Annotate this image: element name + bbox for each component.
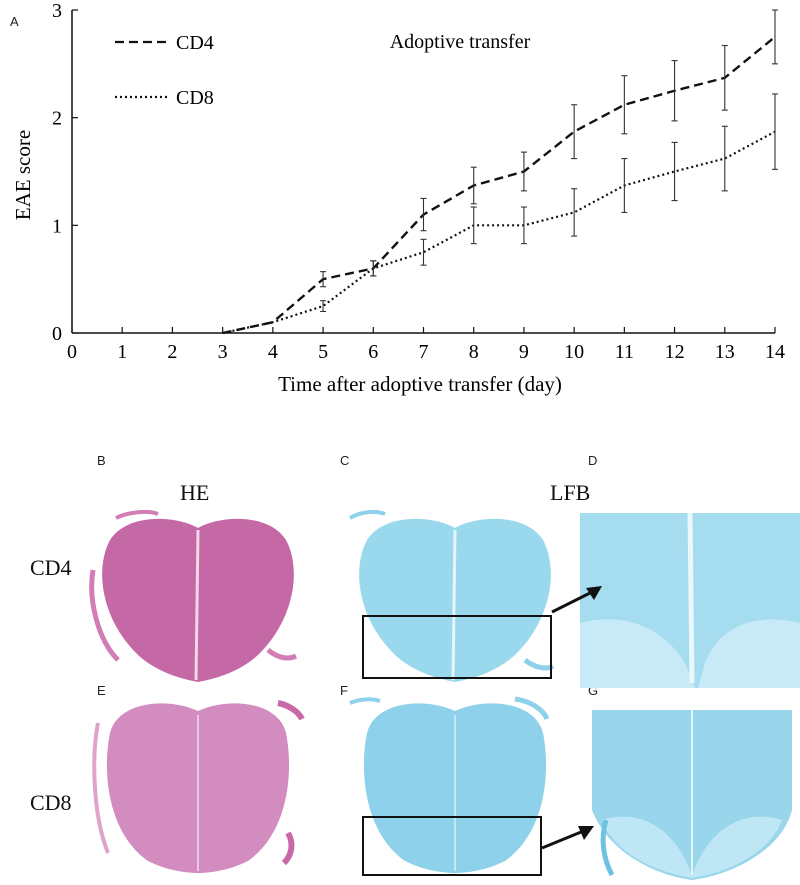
panel-label-f: F <box>340 683 348 698</box>
y-axis-label: EAE score <box>11 130 35 220</box>
series-cd4-line <box>222 35 776 335</box>
y-tick-label: 1 <box>52 215 62 237</box>
x-tick-label: 10 <box>564 341 584 363</box>
lfb-cd4-spinal-cord-section <box>348 510 555 682</box>
x-tick-label: 11 <box>615 341 634 363</box>
y-tick-label: 0 <box>52 323 62 345</box>
zoom-region-box <box>362 816 542 876</box>
x-tick-label: 2 <box>167 341 177 363</box>
x-tick-label: 4 <box>268 341 278 363</box>
x-tick-label: 1 <box>117 341 127 363</box>
lfb-cd4-magnified <box>580 513 800 688</box>
panel-label-c: C <box>340 453 350 468</box>
chart-legend: CD4 CD8 <box>115 32 214 109</box>
legend-cd4: CD4 <box>176 32 214 54</box>
panel-label-g: G <box>588 683 599 698</box>
x-tick-label: 13 <box>715 341 735 363</box>
x-tick-label: 12 <box>665 341 685 363</box>
arrow-c-to-d <box>551 586 602 614</box>
zoom-region-box <box>362 615 552 679</box>
series-cd8-line <box>222 130 776 335</box>
x-tick-label: 0 <box>67 341 77 363</box>
x-tick-label: 6 <box>368 341 378 363</box>
lfb-cd8-spinal-cord-section <box>349 696 550 876</box>
x-tick-label: 3 <box>218 341 228 363</box>
arrow-f-to-g <box>541 826 594 850</box>
row-label-cd8: CD8 <box>30 790 72 815</box>
chart-title: Adoptive transfer <box>390 31 531 53</box>
legend-cd8: CD8 <box>176 87 214 109</box>
column-title-lfb: LFB <box>550 480 591 505</box>
x-axis-label: Time after adoptive transfer (day) <box>278 372 562 396</box>
x-tick-label: 7 <box>419 341 429 363</box>
panel-label-e: E <box>97 683 106 698</box>
he-cd4-spinal-cord-section <box>89 510 298 682</box>
lfb-cd8-magnified <box>592 710 792 880</box>
x-tick-label: 14 <box>765 341 785 363</box>
row-label-cd4: CD4 <box>30 555 72 580</box>
y-tick-label: 3 <box>52 0 62 22</box>
x-tick-label: 9 <box>519 341 529 363</box>
x-tick-label: 5 <box>318 341 328 363</box>
panel-label-d: D <box>588 453 598 468</box>
panel-label-a: A <box>10 14 19 29</box>
panel-label-b: B <box>97 453 106 468</box>
column-title-he: HE <box>180 480 210 505</box>
x-tick-label: 8 <box>469 341 479 363</box>
he-cd8-spinal-cord-section <box>92 700 305 873</box>
y-tick-label: 2 <box>52 108 62 130</box>
